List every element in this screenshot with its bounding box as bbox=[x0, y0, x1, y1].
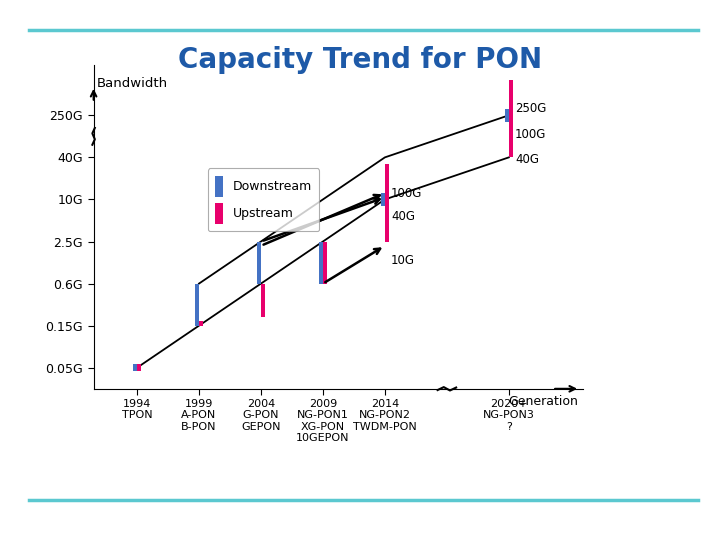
Text: 100G: 100G bbox=[515, 128, 546, 141]
Text: Bandwidth: Bandwidth bbox=[96, 77, 168, 90]
Legend: Downstream, Upstream: Downstream, Upstream bbox=[207, 168, 319, 231]
Text: 100G: 100G bbox=[391, 187, 423, 200]
Text: 10G: 10G bbox=[391, 254, 415, 267]
Text: 40G: 40G bbox=[515, 153, 539, 166]
Text: 40G: 40G bbox=[391, 210, 415, 223]
Text: Capacity Trend for PON: Capacity Trend for PON bbox=[178, 46, 542, 74]
Text: 250G: 250G bbox=[515, 103, 546, 116]
Text: Generation: Generation bbox=[508, 395, 578, 408]
